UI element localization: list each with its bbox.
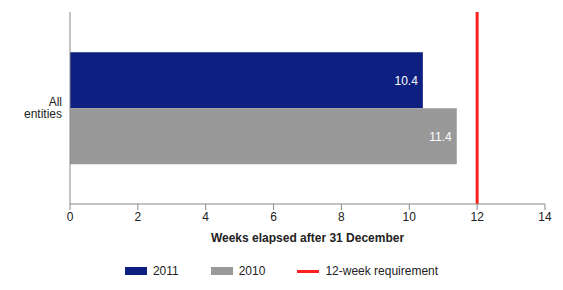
svg-text:14: 14 (538, 210, 552, 224)
svg-text:10.4: 10.4 (394, 74, 418, 88)
svg-text:Weeks elapsed after 31 Decembe: Weeks elapsed after 31 December (211, 231, 405, 244)
svg-text:6: 6 (270, 210, 277, 224)
svg-text:Allentities: Allentities (24, 95, 62, 121)
html-text:12-week requirement: 12-week requirement (325, 264, 439, 278)
svg-text:0: 0 (67, 210, 74, 224)
svg-text:10: 10 (403, 210, 417, 224)
html-text:2010: 2010 (238, 264, 266, 278)
svg-text:4: 4 (202, 210, 209, 224)
svg-text:2: 2 (135, 210, 142, 224)
svg-text:11.4: 11.4 (429, 130, 452, 144)
svg-text:12: 12 (470, 210, 484, 224)
svg-text:8: 8 (338, 210, 345, 224)
html-text:2011: 2011 (152, 264, 179, 278)
